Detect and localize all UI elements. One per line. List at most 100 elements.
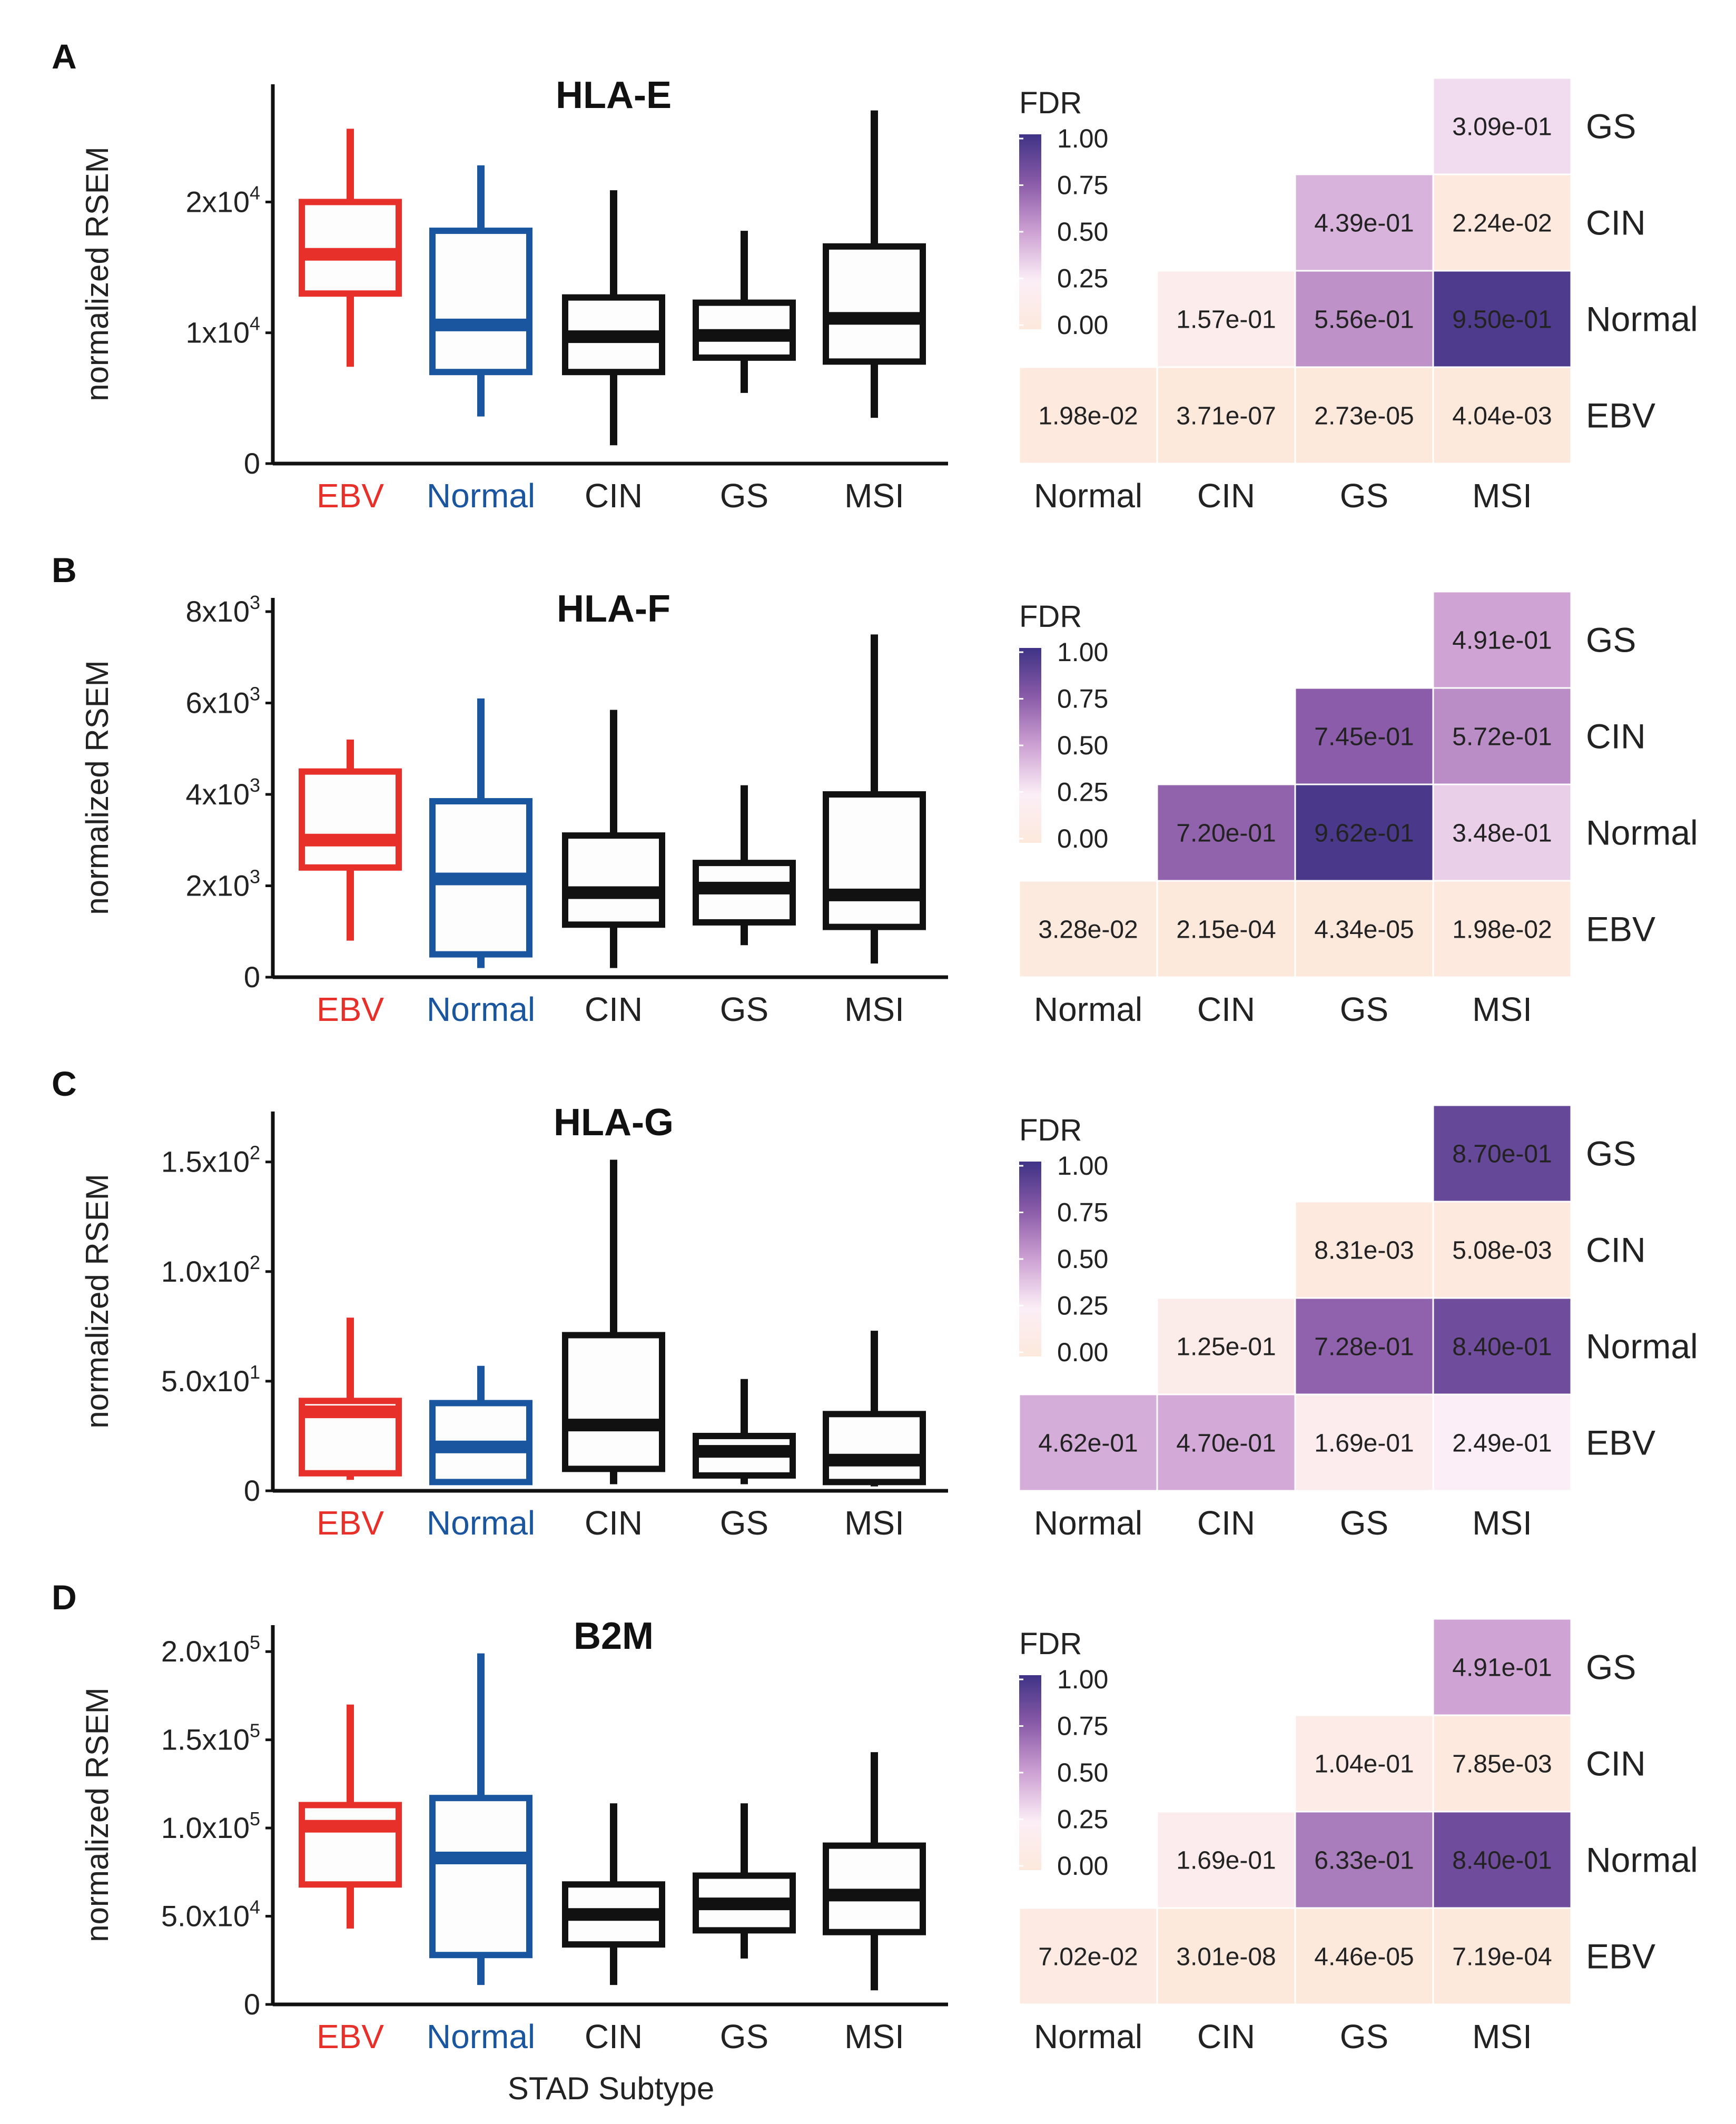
heat-cell-label: 2.15e-04 (1176, 916, 1276, 944)
heat-cell-fill (1432, 783, 1572, 882)
heat-cell-label: 4.39e-01 (1314, 210, 1414, 238)
heat-cell: 2.73e-05 (1294, 366, 1434, 465)
box-iqr (823, 1411, 926, 1486)
panel-letter: A (52, 37, 77, 76)
legend-tick-label: 0.75 (1057, 684, 1108, 714)
heat-cell-fill (1432, 366, 1572, 465)
legend-tick-label: 0.00 (1057, 1851, 1108, 1881)
heat-cell-fill (1018, 1393, 1158, 1492)
heat-row-label: EBV (1586, 1423, 1655, 1462)
category-label: GS (720, 477, 768, 515)
heat-cell-label: 2.73e-05 (1314, 402, 1414, 430)
panel-a: A HLA-E 0 1x104 2x104 normalized RSEM EBV Norma… (52, 37, 1698, 515)
heat-col-label: MSI (1472, 477, 1532, 515)
heat-cell: 3.71e-07 (1156, 366, 1296, 465)
heat-col-label: CIN (1197, 1504, 1255, 1542)
heat-cell-fill (1294, 880, 1434, 978)
box-cin (562, 710, 665, 968)
heat-row-label: Normal (1586, 1327, 1698, 1366)
heat-cell-label: 3.71e-07 (1176, 402, 1276, 430)
heat-cell-fill (1432, 1811, 1572, 1909)
heat-col-label: MSI (1472, 2018, 1532, 2056)
heat-cell-fill (1432, 1618, 1572, 1716)
box-iqr (823, 791, 926, 930)
box-normal (429, 1365, 532, 1486)
heat-cell-fill (1156, 880, 1296, 978)
box-iqr (299, 768, 402, 871)
heat-col-label: GS (1340, 1504, 1388, 1542)
heat-cell-label: 4.91e-01 (1452, 1654, 1552, 1682)
legend-tick-label: 0.50 (1057, 1758, 1108, 1787)
heat-cell: 2.24e-02 (1432, 173, 1572, 272)
heat-cell-label: 8.40e-01 (1452, 1333, 1552, 1361)
heat-cell: 4.46e-05 (1294, 1907, 1434, 2005)
y-axis-label: normalized RSEM (80, 1174, 115, 1429)
box-iqr (823, 243, 926, 365)
box-cin (562, 1803, 665, 1985)
heat-cell-label: 4.46e-05 (1314, 1943, 1414, 1971)
category-label: MSI (844, 1504, 904, 1542)
category-label: GS (720, 2018, 768, 2056)
heat-col-label: GS (1340, 990, 1388, 1028)
heat-col-label: Normal (1034, 1504, 1142, 1542)
y-tick-label: 0 (244, 960, 260, 994)
heat-cell-fill (1294, 366, 1434, 465)
heat-cell-fill (1432, 1297, 1572, 1395)
heat-cell-fill (1156, 366, 1296, 465)
heat-cell: 7.02e-02 (1018, 1907, 1158, 2005)
box-cin (562, 190, 665, 446)
heat-cell-fill (1294, 1907, 1434, 2005)
heat-cell-label: 5.56e-01 (1314, 306, 1414, 334)
box-gs (693, 1379, 796, 1484)
box-normal (429, 1653, 532, 1985)
heat-cell-fill (1156, 1393, 1296, 1492)
heat-cell-label: 1.69e-01 (1176, 1847, 1276, 1875)
legend-tick-label: 1.00 (1057, 1665, 1108, 1694)
panel-b: B HLA-F 0 2x103 4x103 6x103 8x103 normalized RS… (52, 550, 1698, 1028)
category-label: CIN (585, 2018, 643, 2056)
box-msi (823, 634, 926, 963)
heat-cell-fill (1432, 880, 1572, 978)
gene-title: HLA-G (554, 1102, 674, 1144)
heat-col-label: Normal (1034, 990, 1142, 1028)
heat-cell: 5.72e-01 (1432, 687, 1572, 785)
heat-row-label: CIN (1586, 1231, 1646, 1270)
category-label: EBV (317, 477, 384, 515)
box-iqr (429, 1795, 532, 1959)
box-iqr (299, 1802, 402, 1888)
y-tick-label: 1.0x102 (161, 1252, 260, 1288)
legend-title: FDR (1019, 86, 1082, 120)
y-tick-label: 0 (244, 447, 260, 480)
heat-cell: 2.15e-04 (1156, 880, 1296, 978)
heat-cell-label: 1.98e-02 (1038, 402, 1138, 430)
heat-cell: 9.62e-01 (1294, 783, 1434, 882)
y-tick-label: 1x104 (186, 313, 260, 349)
heat-cell: 4.62e-01 (1018, 1393, 1158, 1492)
box-msi (823, 1331, 926, 1487)
box-ebv (299, 1317, 402, 1480)
panel-letter: B (52, 550, 77, 589)
heat-cell: 4.91e-01 (1432, 1618, 1572, 1716)
heat-cell-fill (1432, 591, 1572, 689)
heat-cell: 4.39e-01 (1294, 173, 1434, 272)
heat-row-label: GS (1586, 621, 1636, 660)
heat-cell: 3.48e-01 (1432, 783, 1572, 882)
y-tick-label: 0 (244, 1474, 260, 1507)
heat-cell-label: 5.72e-01 (1452, 723, 1552, 751)
heat-cell: 5.56e-01 (1294, 270, 1434, 368)
category-label: Normal (427, 2018, 535, 2056)
heat-cell: 3.28e-02 (1018, 880, 1158, 978)
heat-cell: 8.31e-03 (1294, 1201, 1434, 1299)
legend-tick-label: 1.00 (1057, 124, 1108, 153)
heat-cell-label: 4.70e-01 (1176, 1430, 1276, 1458)
y-axis-label: normalized RSEM (80, 660, 115, 915)
category-label: CIN (585, 477, 643, 515)
gene-title: HLA-E (556, 74, 672, 116)
heat-cell-label: 7.28e-01 (1314, 1333, 1414, 1361)
y-tick-label: 6x103 (186, 683, 260, 720)
heat-cell-fill (1432, 1201, 1572, 1299)
category-label: GS (720, 990, 768, 1028)
heat-row-label: CIN (1586, 717, 1646, 756)
category-label: Normal (427, 477, 535, 515)
